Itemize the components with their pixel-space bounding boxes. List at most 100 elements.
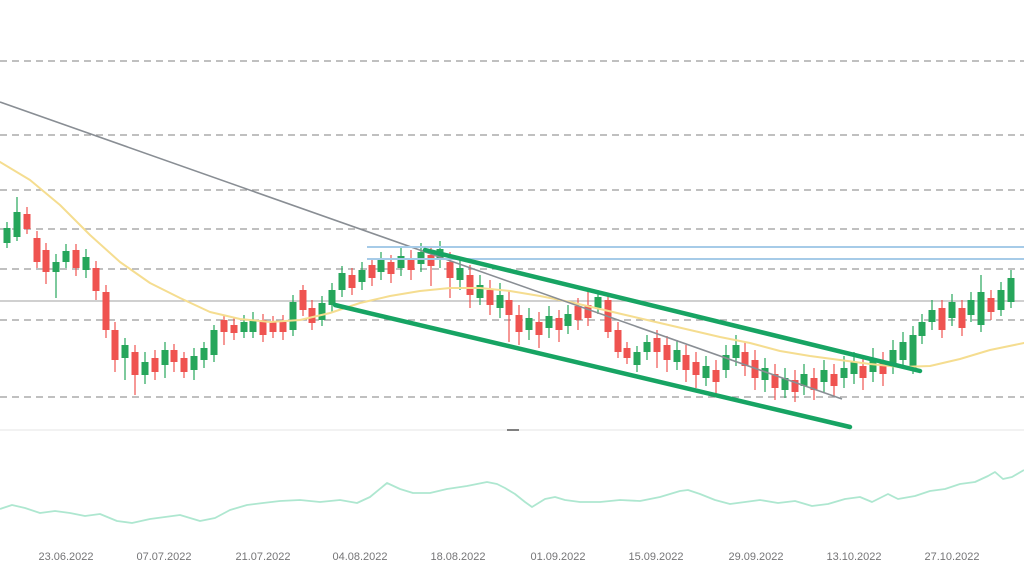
candle-body	[259, 320, 267, 335]
candle-body	[840, 368, 848, 378]
candle-body	[121, 345, 129, 358]
channel-lower-line[interactable]	[332, 302, 853, 430]
candle-body	[555, 318, 563, 330]
candle-body	[249, 320, 257, 332]
candle-body	[200, 348, 208, 360]
candle-body	[486, 290, 494, 305]
candle-body	[771, 374, 779, 388]
candle-body	[584, 305, 592, 318]
x-axis-label[interactable]: 21.07.2022	[235, 551, 290, 563]
candle-body	[377, 260, 385, 272]
candle-body	[23, 214, 31, 229]
candle-body	[476, 285, 484, 298]
candle-body	[348, 275, 356, 288]
candle-body	[358, 270, 366, 282]
candle-body	[702, 366, 710, 378]
candle-body	[800, 374, 808, 386]
candle-body	[682, 355, 690, 370]
candle-body	[574, 306, 582, 320]
channel-upper-line[interactable]	[422, 247, 923, 374]
candle-body	[289, 302, 297, 330]
x-axis-label[interactable]: 07.07.2022	[136, 551, 191, 563]
x-axis-label[interactable]: 18.08.2022	[430, 551, 485, 563]
candle-body	[13, 212, 21, 237]
candle-body	[761, 368, 769, 380]
candle-body	[663, 345, 671, 360]
candle-body	[338, 273, 346, 290]
candle-body	[859, 366, 867, 378]
candle-body	[466, 275, 474, 295]
candle-body	[62, 251, 70, 262]
candle-body	[407, 258, 415, 270]
candle-body	[633, 352, 641, 365]
candle-body	[72, 250, 80, 268]
candle-body	[328, 290, 336, 305]
candle-body	[42, 250, 50, 272]
candle-body	[161, 350, 169, 365]
candle-body	[997, 290, 1005, 310]
candle-body	[82, 257, 90, 270]
candle-body	[928, 310, 936, 322]
candle-body	[505, 300, 513, 315]
candle-body	[545, 316, 553, 328]
candle-body	[141, 362, 149, 375]
candle-body	[958, 308, 966, 328]
moving-average-line	[0, 161, 1024, 368]
candle-body	[397, 256, 405, 268]
candle-body	[535, 322, 543, 335]
candle-body	[151, 358, 159, 372]
candle-body	[722, 355, 730, 370]
candle-body	[938, 308, 946, 330]
x-axis-label[interactable]: 27.10.2022	[924, 551, 979, 563]
candle-body	[850, 362, 858, 374]
candle-body	[791, 380, 799, 392]
candle-body	[3, 228, 11, 243]
candle-body	[899, 342, 907, 360]
x-axis-label[interactable]: 04.08.2022	[332, 551, 387, 563]
candle-body	[387, 262, 395, 274]
candle-body	[732, 345, 740, 358]
candle-body	[299, 290, 307, 310]
candle-body	[269, 322, 277, 332]
candle-body	[230, 325, 238, 333]
candle-body	[308, 308, 316, 323]
candle-body	[456, 268, 464, 280]
candle-body	[131, 352, 139, 375]
x-axis-label[interactable]: 15.09.2022	[628, 551, 683, 563]
candle-body	[368, 265, 376, 278]
candle-body	[653, 338, 661, 352]
candle-body	[564, 314, 572, 326]
candle-body	[967, 300, 975, 315]
candle-body	[427, 255, 435, 266]
candle-body	[741, 352, 749, 366]
candle-body	[977, 292, 985, 325]
candle-body	[279, 322, 287, 332]
indicator-line	[0, 469, 1024, 524]
candle-body	[111, 330, 119, 360]
candle-body	[918, 322, 926, 336]
candle-body	[52, 262, 60, 272]
x-axis-label[interactable]: 01.09.2022	[530, 551, 585, 563]
candle-body	[781, 378, 789, 390]
x-axis-label[interactable]: 13.10.2022	[826, 551, 881, 563]
candle-body	[712, 370, 720, 382]
x-axis-label[interactable]: 23.06.2022	[38, 551, 93, 563]
candle-body	[623, 348, 631, 358]
x-axis-label[interactable]: 29.09.2022	[728, 551, 783, 563]
candle-body	[210, 330, 218, 355]
candle-body	[102, 292, 110, 330]
candle-body	[692, 362, 700, 375]
gray-trendline[interactable]	[0, 101, 843, 400]
candle-body	[496, 295, 504, 308]
candle-body	[92, 268, 100, 291]
candle-body	[446, 262, 454, 278]
candle-body	[889, 350, 897, 364]
candle-body	[594, 297, 602, 308]
candle-body	[525, 318, 533, 330]
candle-body	[614, 330, 622, 352]
candle-body	[318, 303, 326, 320]
candle-body	[810, 378, 818, 390]
